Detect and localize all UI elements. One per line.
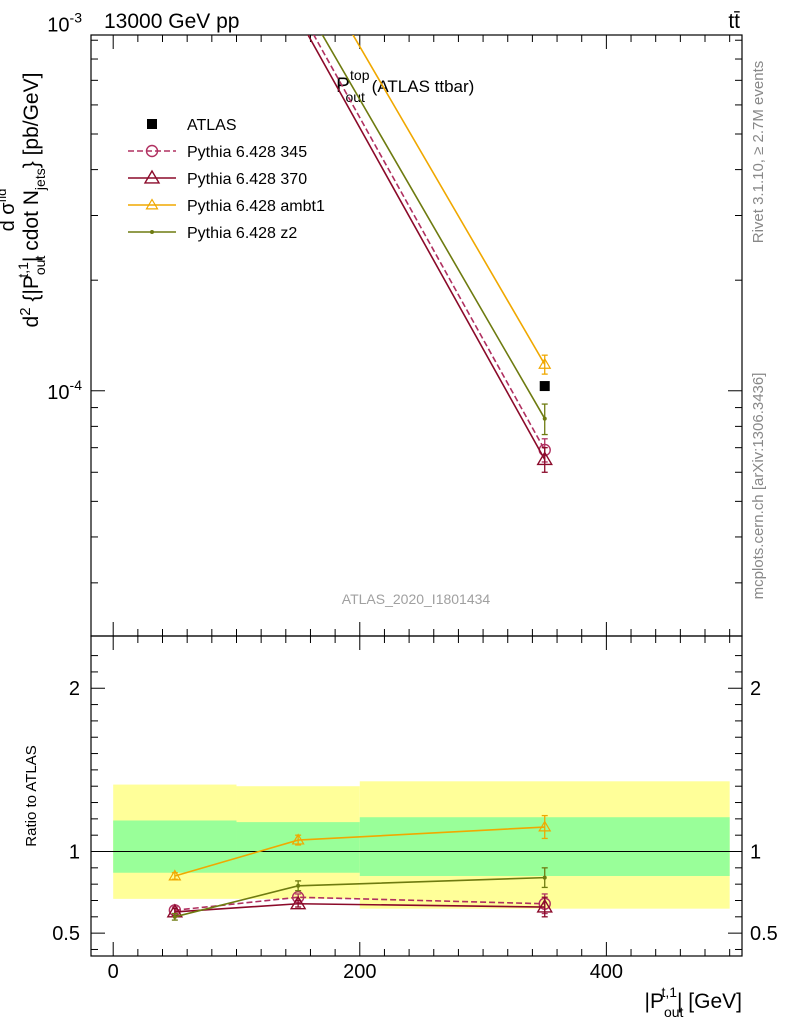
data-point — [150, 230, 154, 234]
x-tick-label: 400 — [590, 961, 623, 983]
data-point — [168, 869, 182, 881]
data-point — [293, 1, 304, 12]
legend-item: Pythia 6.428 ambt1 — [128, 198, 325, 215]
legend-item: ATLAS — [147, 117, 237, 134]
ratio-uncertainty-bands — [91, 781, 742, 909]
data-point — [291, 833, 305, 845]
data-point — [538, 820, 552, 832]
stat-uncertainty-band — [236, 822, 360, 873]
stat-uncertainty-band — [113, 820, 237, 873]
main-y-axis-numerator: d σfid — [0, 189, 19, 232]
series — [168, 814, 552, 881]
series-line — [307, 35, 546, 460]
energy-label: 13000 GeV pp — [104, 10, 239, 33]
mcplots-label: mcplots.cern.ch [arXiv:1306.3436] — [750, 373, 767, 600]
legend-label: ATLAS — [187, 117, 237, 134]
ratio-y-tick-label: 2 — [69, 678, 80, 700]
data-point — [538, 357, 552, 369]
data-point — [145, 144, 159, 158]
data-point — [145, 198, 159, 210]
data-point — [289, 895, 307, 910]
data-point — [143, 169, 161, 184]
legend-item: Pythia 6.428 z2 — [128, 225, 297, 242]
ratio-y-tick-label: 0.5 — [52, 923, 80, 945]
ratio-frame — [90, 635, 743, 957]
ratio-y-tick-label-right: 2 — [750, 678, 761, 700]
series-line — [312, 35, 546, 451]
ratio-plot-area — [166, 814, 553, 921]
series — [539, 381, 550, 392]
ratio-y-tick-label-right: 1 — [750, 842, 761, 864]
series — [171, 867, 548, 921]
main-plot-area — [291, 1, 553, 473]
data-point — [539, 381, 550, 392]
series — [352, 35, 552, 375]
legend-item: Pythia 6.428 345 — [128, 144, 307, 161]
main-y-tick-label: 10-3 — [47, 9, 82, 36]
process-label: tt̄ — [728, 10, 740, 33]
legend-label: Pythia 6.428 370 — [187, 171, 307, 188]
x-tick-label: 0 — [108, 961, 119, 983]
data-point — [291, 10, 305, 22]
x-axis-label: |Poutt,1| [GeV] — [645, 984, 743, 1020]
data-point — [542, 875, 547, 880]
data-point — [296, 883, 301, 888]
legend: ATLAS Pythia 6.428 345 Pythia 6.428 370 Pyt… — [128, 117, 325, 242]
series-line — [352, 35, 546, 365]
main-title: Ptop out (ATLAS ttbar) — [336, 67, 474, 105]
series-line — [321, 35, 546, 419]
ratio-y-tick-label-right: 0.5 — [750, 923, 778, 945]
data-point — [172, 914, 177, 919]
legend-label: Pythia 6.428 345 — [187, 144, 307, 161]
ratio-axes: 0.5 0.5 1 1 2 2 0 200 400 — [52, 635, 778, 983]
rivet-label: Rivet 3.1.10, ≥ 2.7M events — [750, 61, 767, 244]
series — [321, 35, 548, 436]
main-y-tick-label: 10-4 — [47, 377, 82, 404]
series — [291, 10, 553, 473]
x-tick-label: 200 — [343, 961, 376, 983]
legend-label: Pythia 6.428 ambt1 — [187, 198, 325, 215]
main-y-axis-label: d2 {|Poutt,1| cdot Njets} [pb/GeV] — [15, 73, 48, 328]
series — [166, 895, 553, 918]
legend-label: Pythia 6.428 z2 — [187, 225, 297, 242]
data-point — [536, 451, 553, 466]
analysis-watermark: ATLAS_2020_I1801434 — [342, 591, 491, 607]
data-point — [147, 119, 157, 129]
data-point — [542, 416, 547, 421]
ratio-y-tick-label: 1 — [69, 842, 80, 864]
legend-item: Pythia 6.428 370 — [128, 169, 307, 188]
data-point — [536, 898, 553, 913]
ratio-y-axis-label: Ratio to ATLAS — [23, 745, 40, 846]
